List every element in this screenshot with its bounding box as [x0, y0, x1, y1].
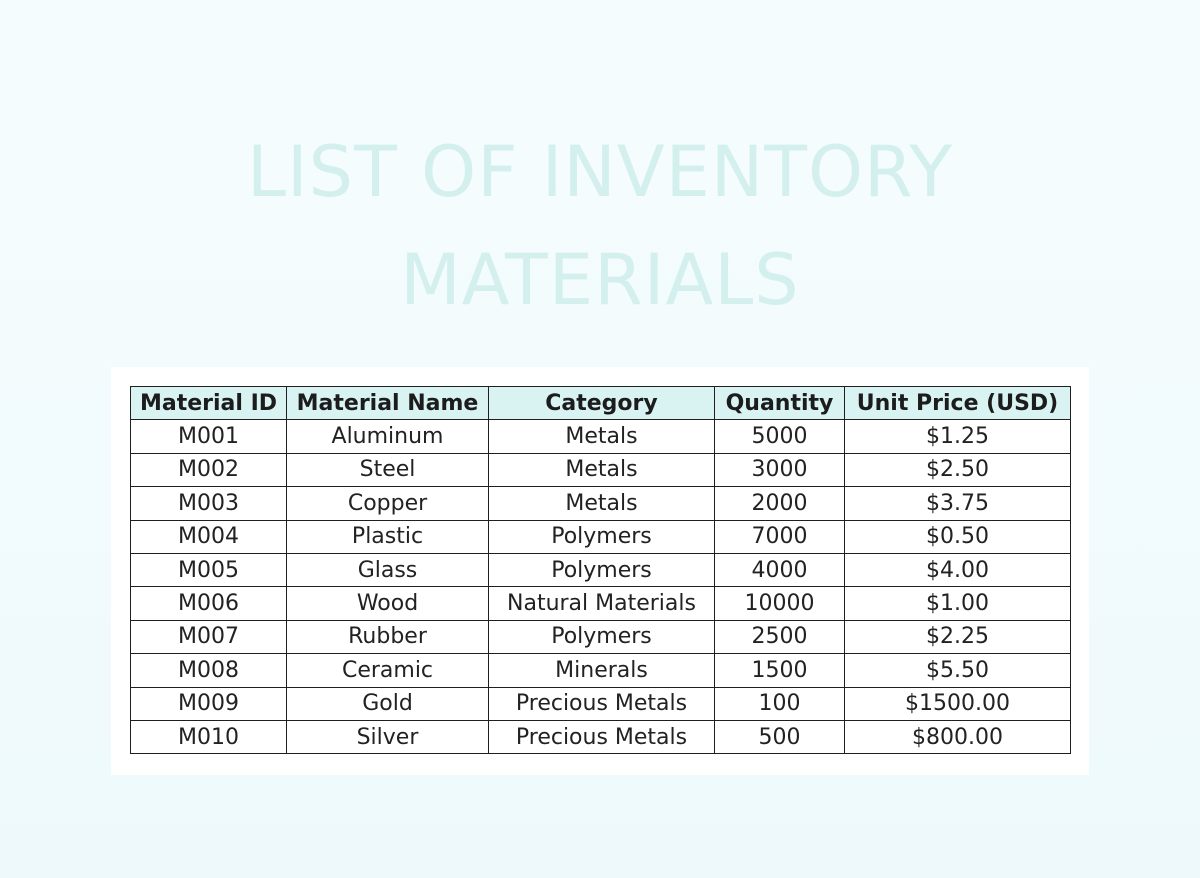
- table-row: M003 Copper Metals 2000 $3.75: [130, 486, 1071, 521]
- cell-unit-price: $4.00: [844, 552, 1071, 588]
- cell-material-name: Wood: [286, 586, 489, 621]
- cell-quantity: 500: [714, 719, 845, 755]
- cell-category: Polymers: [488, 519, 715, 554]
- cell-quantity: 100: [714, 686, 845, 721]
- header-material-name: Material Name: [286, 385, 489, 421]
- cell-unit-price: $800.00: [844, 719, 1071, 755]
- cell-material-id: M002: [130, 452, 287, 488]
- cell-category: Precious Metals: [488, 686, 715, 721]
- table-row: M008 Ceramic Minerals 1500 $5.50: [130, 653, 1071, 688]
- cell-material-id: M006: [130, 586, 287, 621]
- cell-unit-price: $1.25: [844, 419, 1071, 454]
- cell-material-name: Rubber: [286, 619, 489, 655]
- cell-material-id: M001: [130, 419, 287, 454]
- cell-material-id: M003: [130, 486, 287, 521]
- cell-material-name: Steel: [286, 452, 489, 488]
- table-row: M002 Steel Metals 3000 $2.50: [130, 452, 1071, 488]
- header-category: Category: [488, 385, 715, 421]
- cell-unit-price: $2.25: [844, 619, 1071, 655]
- table-row: M001 Aluminum Metals 5000 $1.25: [130, 419, 1071, 454]
- header-unit-price: Unit Price (USD): [844, 385, 1071, 421]
- cell-category: Polymers: [488, 619, 715, 655]
- cell-category: Precious Metals: [488, 719, 715, 755]
- cell-material-id: M008: [130, 653, 287, 688]
- table-row: M010 Silver Precious Metals 500 $800.00: [130, 719, 1071, 755]
- cell-unit-price: $0.50: [844, 519, 1071, 554]
- cell-material-id: M010: [130, 719, 287, 755]
- table-row: M009 Gold Precious Metals 100 $1500.00: [130, 686, 1071, 721]
- cell-category: Minerals: [488, 653, 715, 688]
- cell-quantity: 5000: [714, 419, 845, 454]
- cell-material-id: M005: [130, 552, 287, 588]
- cell-category: Metals: [488, 486, 715, 521]
- cell-category: Metals: [488, 419, 715, 454]
- cell-unit-price: $1.00: [844, 586, 1071, 621]
- cell-unit-price: $5.50: [844, 653, 1071, 688]
- table-card: Material ID Material Name Category Quant…: [111, 367, 1089, 775]
- cell-quantity: 10000: [714, 586, 845, 621]
- cell-quantity: 2500: [714, 619, 845, 655]
- cell-unit-price: $1500.00: [844, 686, 1071, 721]
- cell-quantity: 1500: [714, 653, 845, 688]
- page-title: LIST OF INVENTORY MATERIALS: [0, 118, 1200, 334]
- table-row: M004 Plastic Polymers 7000 $0.50: [130, 519, 1071, 554]
- cell-quantity: 2000: [714, 486, 845, 521]
- cell-unit-price: $3.75: [844, 486, 1071, 521]
- cell-category: Natural Materials: [488, 586, 715, 621]
- cell-material-name: Plastic: [286, 519, 489, 554]
- header-material-id: Material ID: [130, 385, 287, 421]
- cell-material-name: Aluminum: [286, 419, 489, 454]
- cell-quantity: 3000: [714, 452, 845, 488]
- cell-unit-price: $2.50: [844, 452, 1071, 488]
- cell-category: Polymers: [488, 552, 715, 588]
- cell-quantity: 7000: [714, 519, 845, 554]
- title-line-1: LIST OF INVENTORY: [247, 131, 953, 213]
- cell-material-id: M007: [130, 619, 287, 655]
- inventory-table: Material ID Material Name Category Quant…: [130, 385, 1071, 755]
- table-row: M007 Rubber Polymers 2500 $2.25: [130, 619, 1071, 655]
- cell-material-name: Ceramic: [286, 653, 489, 688]
- table-row: M005 Glass Polymers 4000 $4.00: [130, 552, 1071, 588]
- table-row: M006 Wood Natural Materials 10000 $1.00: [130, 586, 1071, 621]
- cell-material-id: M009: [130, 686, 287, 721]
- table-header-row: Material ID Material Name Category Quant…: [130, 385, 1071, 421]
- title-line-2: MATERIALS: [400, 239, 800, 321]
- cell-quantity: 4000: [714, 552, 845, 588]
- cell-material-id: M004: [130, 519, 287, 554]
- cell-material-name: Glass: [286, 552, 489, 588]
- cell-material-name: Gold: [286, 686, 489, 721]
- cell-material-name: Copper: [286, 486, 489, 521]
- cell-material-name: Silver: [286, 719, 489, 755]
- cell-category: Metals: [488, 452, 715, 488]
- header-quantity: Quantity: [714, 385, 845, 421]
